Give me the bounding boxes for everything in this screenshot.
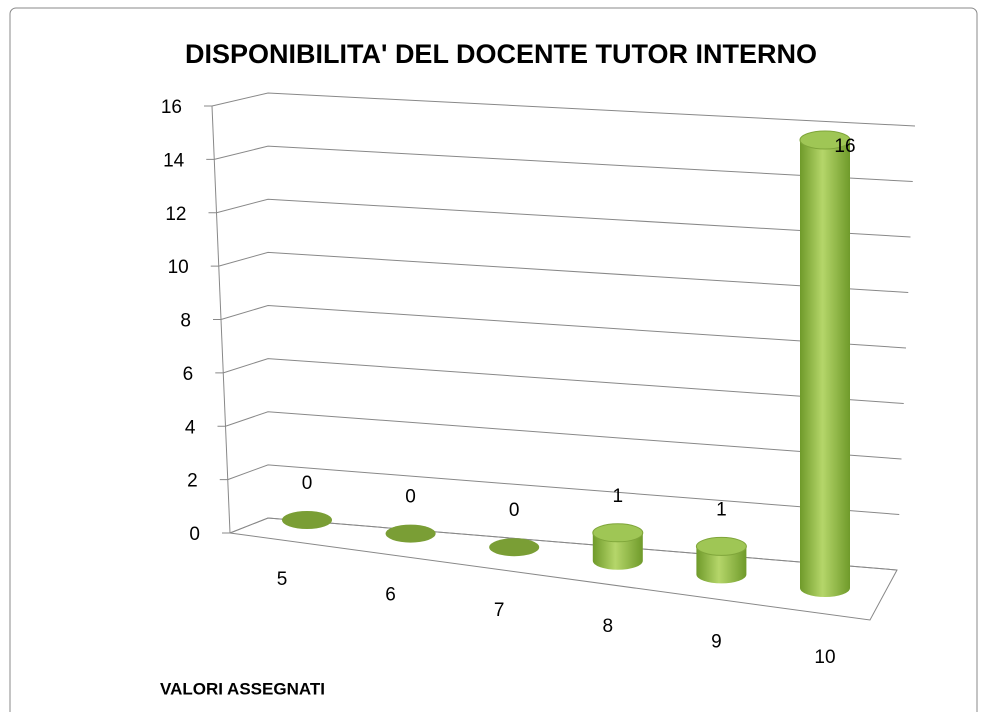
value-label: 16 [834, 136, 855, 157]
y-tick-label: 14 [163, 150, 185, 171]
bar [799, 130, 851, 597]
bar-body [592, 532, 643, 570]
bar-body [800, 140, 850, 597]
y-tick-label: 12 [165, 204, 186, 225]
value-label: 0 [302, 473, 313, 494]
grid-line [227, 464, 900, 515]
y-tick-label: 2 [187, 471, 198, 492]
x-tick-label: 7 [494, 600, 505, 621]
value-label: 0 [509, 500, 520, 521]
grid-line [223, 358, 904, 404]
bar-top [385, 524, 436, 543]
x-tick-label: 8 [603, 616, 614, 637]
bar [592, 523, 644, 570]
bar [695, 536, 747, 584]
bar-body [696, 546, 747, 584]
bar-top [695, 536, 747, 556]
bar-top [282, 511, 332, 529]
y-tick-label: 16 [161, 97, 182, 118]
value-label: 1 [613, 486, 624, 507]
bar-top [592, 523, 644, 543]
y-tick-label: 10 [168, 257, 189, 278]
x-tick-label: 10 [814, 647, 835, 668]
y-tick-label: 6 [183, 364, 194, 385]
bar [489, 538, 540, 557]
chart-title: DISPONIBILITA' DEL DOCENTE TUTOR INTERNO [185, 39, 817, 69]
bar-top [489, 538, 540, 557]
grid-line [211, 92, 916, 127]
x-tick-label: 6 [385, 585, 396, 606]
x-tick-label: 9 [711, 631, 722, 652]
bar [385, 524, 436, 543]
x-tick-label: 5 [277, 569, 288, 590]
y-tick-label: 8 [180, 311, 191, 332]
y-tick-label: 4 [185, 417, 196, 438]
bar [282, 511, 332, 529]
y-tick-label: 0 [189, 524, 200, 545]
grid-line [220, 304, 907, 349]
grid-line [225, 411, 902, 460]
bar-top [799, 130, 851, 150]
x-axis-label: VALORI ASSEGNATI [160, 679, 325, 698]
grid-line [229, 517, 898, 571]
value-label: 0 [405, 487, 416, 508]
grid-line [214, 145, 913, 182]
grid-line [216, 198, 911, 238]
value-label: 1 [716, 499, 727, 520]
grid-line [218, 251, 909, 293]
